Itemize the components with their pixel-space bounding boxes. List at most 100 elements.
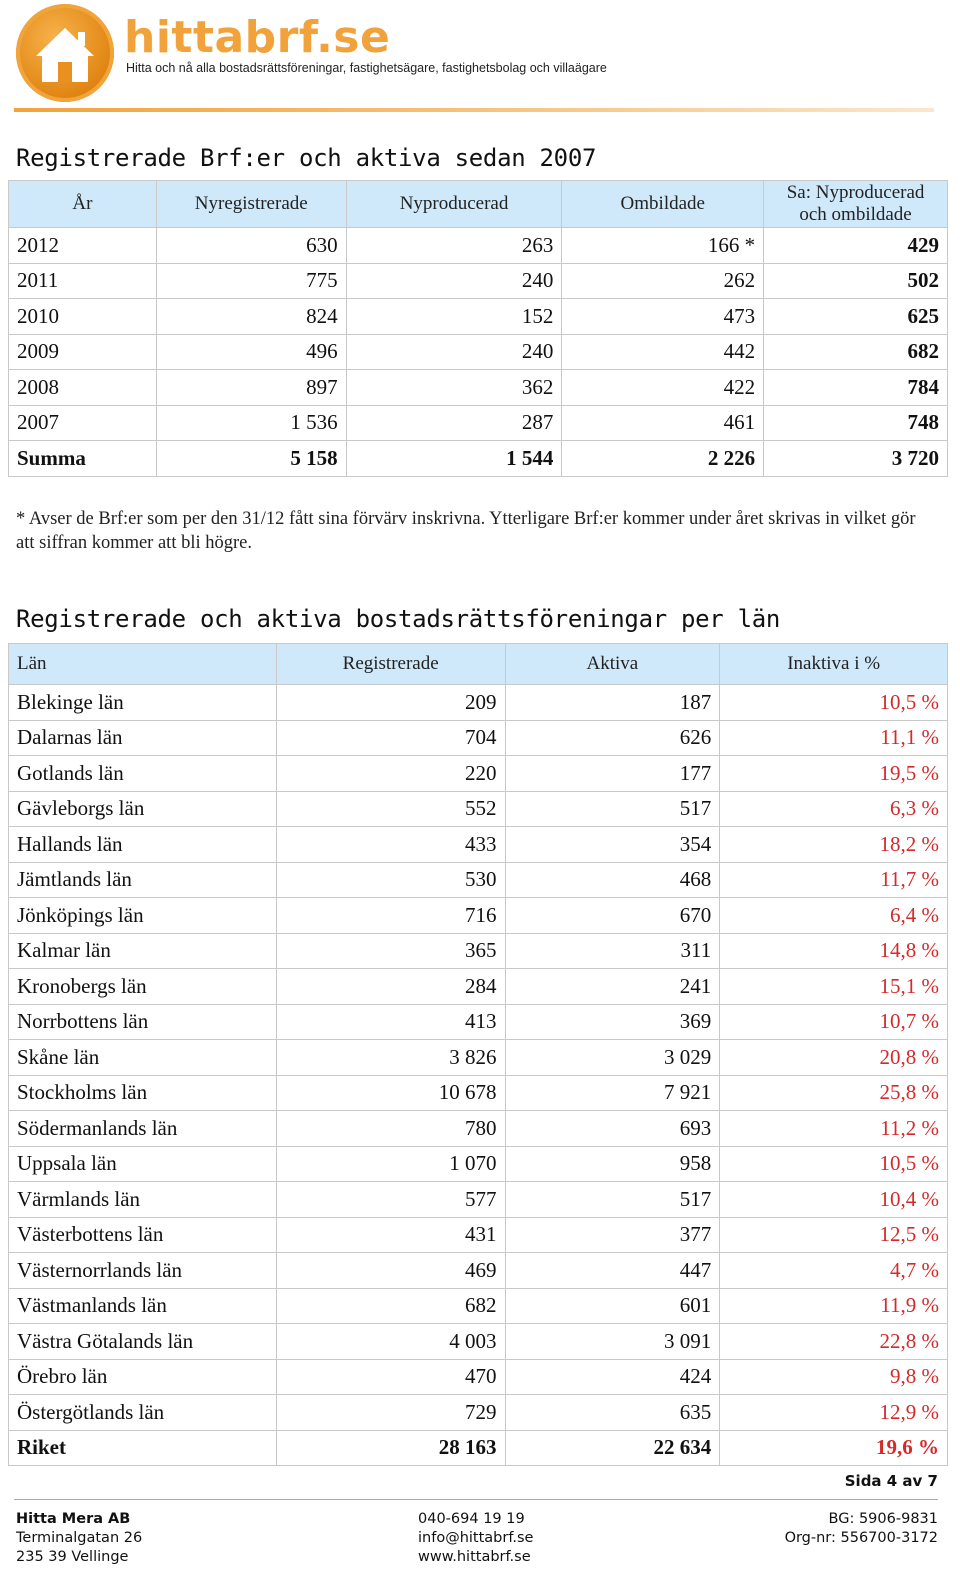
phone-number[interactable]: 040-694 19 19 (418, 1511, 525, 1527)
year-cell: 2009 (8, 333, 157, 370)
year-cell: 2011 (8, 262, 157, 299)
table-row: Dalarnas län 704 626 11,1 % (8, 719, 948, 756)
county-name: Västra Götalands län (8, 1323, 277, 1360)
value-cell: 263 (345, 227, 563, 264)
total-cell: 748 (763, 404, 948, 441)
county-name: Västmanlands län (8, 1287, 277, 1324)
county-name: Södermanlands län (8, 1110, 277, 1147)
value-cell: 220 (275, 755, 506, 792)
header-divider (14, 108, 934, 112)
value-cell: 670 (504, 897, 721, 934)
table-row: Västerbottens län 431 377 12,5 % (8, 1216, 948, 1253)
county-table-body: Blekinge län 209 187 10,5 % Dalarnas län 704 6… (8, 684, 948, 1466)
value-cell: 470 (275, 1358, 506, 1395)
inactive-percent: 18,2 % (719, 826, 948, 863)
table-row: 2012 630 263 166 * 429 (8, 227, 948, 264)
county-name: Gävleborgs län (8, 790, 277, 827)
table-row: 2011 775 240 262 502 (8, 262, 948, 299)
value-cell: 431 (275, 1216, 506, 1253)
county-name: Östergötlands län (8, 1394, 277, 1431)
value-cell: 3 029 (504, 1039, 721, 1076)
value-cell: 187 (504, 684, 721, 721)
inactive-percent: 12,5 % (719, 1216, 948, 1253)
summary-row: Riket 28 163 22 634 19,6 % (8, 1429, 948, 1466)
table-row: Kronobergs län 284 241 15,1 % (8, 968, 948, 1005)
year-cell: 2012 (8, 227, 157, 264)
col-header: Registrerade (275, 643, 506, 685)
value-cell: 447 (504, 1252, 721, 1289)
value-cell: 461 (561, 404, 765, 441)
col-header: Nyproducerad (345, 180, 563, 228)
table-row: Gotlands län 220 177 19,5 % (8, 755, 948, 792)
email-link[interactable]: info@hittabrf.se (418, 1530, 534, 1546)
value-cell: 496 (155, 333, 347, 370)
value-cell: 240 (345, 262, 563, 299)
value-cell: 716 (275, 897, 506, 934)
year-cell: 2010 (8, 298, 157, 335)
table-row: Uppsala län 1 070 958 10,5 % (8, 1145, 948, 1182)
value-cell: 354 (504, 826, 721, 863)
summary-row: Summa 5 158 1 544 2 226 3 720 (8, 440, 948, 477)
value-cell: 28 163 (275, 1429, 506, 1466)
house-logo-icon[interactable] (16, 4, 114, 102)
value-cell: 152 (345, 298, 563, 335)
value-cell: 630 (155, 227, 347, 264)
footer-registration: BG: 5906-9831 Org-nr: 556700-3172 (785, 1510, 938, 1548)
company-name: Hitta Mera AB (16, 1511, 131, 1527)
county-name: Hallands län (8, 826, 277, 863)
value-cell: 704 (275, 719, 506, 756)
value-cell: 729 (275, 1394, 506, 1431)
value-cell: 3 091 (504, 1323, 721, 1360)
inactive-percent: 10,7 % (719, 1003, 948, 1040)
value-cell: 413 (275, 1003, 506, 1040)
value-cell: 958 (504, 1145, 721, 1182)
inactive-percent: 10,4 % (719, 1181, 948, 1218)
table-row: Örebro län 470 424 9,8 % (8, 1358, 948, 1395)
value-cell: 311 (504, 932, 721, 969)
county-name: Riket (8, 1429, 277, 1466)
col-header: Län (8, 643, 277, 685)
website-link[interactable]: www.hittabrf.se (418, 1549, 531, 1565)
value-cell: 693 (504, 1110, 721, 1147)
value-cell: 473 (561, 298, 765, 335)
footnote: * Avser de Brf:er som per den 31/12 fått… (16, 509, 916, 553)
value-cell: 377 (504, 1216, 721, 1253)
inactive-percent: 11,9 % (719, 1287, 948, 1324)
total-cell: 784 (763, 369, 948, 406)
postal-address: 235 39 Vellinge (16, 1549, 129, 1565)
inactive-percent: 4,7 % (719, 1252, 948, 1289)
brand-name[interactable]: hittabrf.se (124, 12, 391, 63)
value-cell: 422 (561, 369, 765, 406)
value-cell: 262 (561, 262, 765, 299)
value-cell: 897 (155, 369, 347, 406)
county-name: Skåne län (8, 1039, 277, 1076)
value-cell: 3 826 (275, 1039, 506, 1076)
tagline: Hitta och nå alla bostadsrättsföreningar… (126, 61, 607, 75)
value-cell: 775 (155, 262, 347, 299)
table-row: Norrbottens län 413 369 10,7 % (8, 1003, 948, 1040)
col-header: Ombildade (561, 180, 765, 228)
table-row: Västmanlands län 682 601 11,9 % (8, 1287, 948, 1324)
value-cell: 1 070 (275, 1145, 506, 1182)
inactive-percent: 19,5 % (719, 755, 948, 792)
county-name: Örebro län (8, 1358, 277, 1395)
value-cell: 433 (275, 826, 506, 863)
table-row: Södermanlands län 780 693 11,2 % (8, 1110, 948, 1147)
col-header: Aktiva (504, 643, 721, 685)
value-cell: 424 (504, 1358, 721, 1395)
table-row: 2008 897 362 422 784 (8, 369, 948, 406)
year-cell: 2007 (8, 404, 157, 441)
table-row: 2009 496 240 442 682 (8, 333, 948, 370)
value-cell: 626 (504, 719, 721, 756)
table-row: Skåne län 3 826 3 029 20,8 % (8, 1039, 948, 1076)
value-cell: 577 (275, 1181, 506, 1218)
county-name: Jönköpings län (8, 897, 277, 934)
value-cell: 552 (275, 790, 506, 827)
value-cell: 682 (275, 1287, 506, 1324)
page-number: Sida 4 av 7 (844, 1472, 938, 1490)
inactive-percent: 14,8 % (719, 932, 948, 969)
value-cell: 824 (155, 298, 347, 335)
table-row: Värmlands län 577 517 10,4 % (8, 1181, 948, 1218)
section2-title: Registrerade och aktiva bostadsrättsföre… (16, 605, 781, 633)
county-name: Dalarnas län (8, 719, 277, 756)
